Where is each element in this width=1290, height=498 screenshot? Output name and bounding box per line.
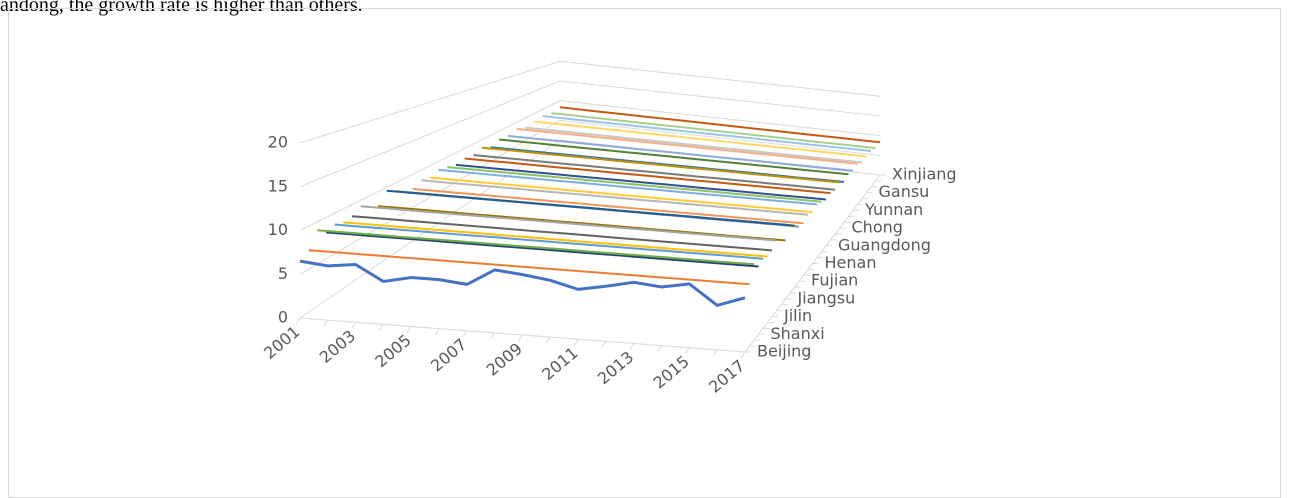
grid-line [559, 119, 881, 156]
series-line [481, 146, 840, 184]
series-line [360, 205, 777, 242]
depth-tick-label: Fujian [811, 271, 858, 290]
y-tick-label: 15 [268, 176, 288, 195]
x-tick [740, 351, 746, 359]
y-tick-label: 0 [278, 308, 288, 327]
x-tick [601, 341, 607, 348]
x-tick-label: 2003 [316, 326, 359, 367]
series-line [533, 120, 867, 158]
depth-tick-label: Gansu [879, 182, 930, 201]
x-tick [379, 324, 384, 331]
series-line [317, 229, 755, 266]
series-line [551, 112, 876, 150]
chart: 0 5 10 15 20 2001 2003 2005 2007 2009 2011 2013 2015… [260, 60, 957, 397]
x-tick [657, 345, 662, 352]
series-line [516, 127, 858, 165]
depth-tick-label: Beijing [757, 342, 811, 361]
series-line [343, 221, 768, 258]
series-line [386, 189, 791, 227]
series-line [473, 154, 836, 191]
y-tick-label: 20 [268, 133, 288, 152]
x-tick [629, 343, 635, 350]
grid-line [559, 100, 881, 137]
x-tick-label: 2007 [427, 335, 470, 376]
series-line [447, 166, 822, 203]
x-tick [434, 328, 440, 335]
series-line [525, 126, 863, 164]
x-tick-label: 2005 [371, 330, 414, 371]
series-line [308, 249, 750, 286]
series-line [412, 187, 804, 225]
x-tick [462, 330, 468, 338]
x-tick [573, 338, 579, 346]
x-tick [684, 347, 690, 355]
x-tick [323, 319, 329, 327]
depth-tick-label: Shanxi [771, 324, 825, 343]
series-line [559, 106, 881, 144]
y-tick-label: 5 [278, 264, 288, 283]
series-line [429, 176, 813, 214]
depth-tick-label: Jiangsu [797, 288, 856, 307]
grid-line [559, 80, 881, 117]
depth-tick-label: Henan [825, 253, 877, 272]
series-line [455, 163, 827, 201]
depth-tick-label: Yunnan [864, 200, 923, 219]
x-tick [712, 349, 718, 357]
series-line [351, 215, 773, 252]
series-line [464, 157, 831, 195]
y-tick-label: 10 [268, 220, 288, 239]
x-tick-label: 2001 [260, 322, 303, 363]
x-tick [351, 321, 357, 329]
x-tick [545, 336, 551, 344]
series-line [325, 231, 759, 268]
grid-line [299, 80, 561, 188]
series-line [438, 168, 818, 206]
series-line [299, 259, 746, 307]
series-line [421, 179, 809, 216]
grid-line [299, 60, 561, 144]
x-tick-label: 2015 [649, 352, 692, 393]
x-tick [406, 326, 412, 333]
series-line [507, 134, 854, 172]
x-tick [518, 334, 523, 342]
depth-tick-label: Chong [852, 218, 903, 237]
x-tick-label: 2013 [594, 347, 637, 388]
x-tick-label: 2011 [538, 343, 581, 384]
depth-tick-label: Xinjiang [892, 165, 957, 184]
series-line [334, 223, 764, 260]
x-tick-label: 2009 [483, 339, 526, 380]
depth-tick-label: Jilin [783, 306, 812, 325]
x-tick [490, 332, 496, 340]
x-tick [295, 317, 301, 325]
series-line [499, 138, 849, 176]
series-line [369, 213, 782, 250]
grid-line [559, 60, 881, 97]
x-tick-label: 2017 [705, 356, 748, 397]
grid-line [299, 100, 561, 231]
series-line [542, 115, 872, 152]
grid-line [299, 119, 561, 275]
depth-tick-label: Guangdong [838, 235, 931, 254]
